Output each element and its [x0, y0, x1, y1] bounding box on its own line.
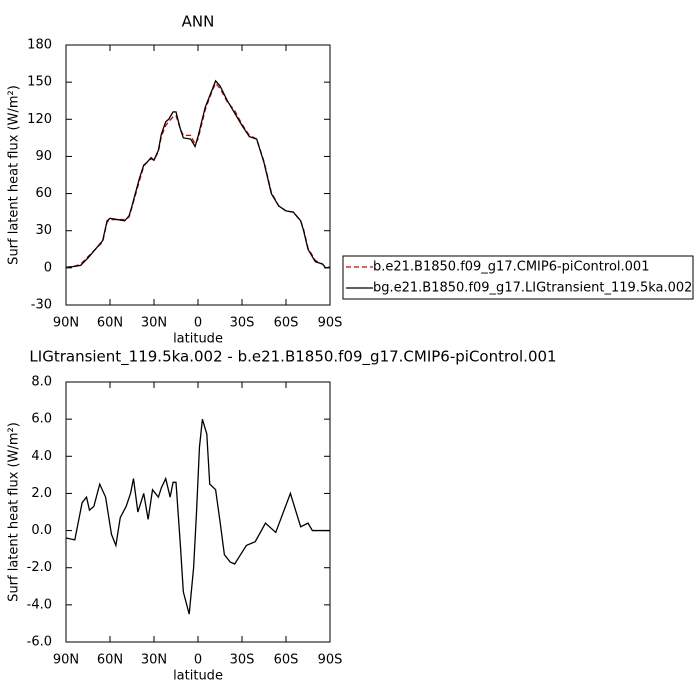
chart-title: LIGtransient_119.5ka.002 - b.e21.B1850.f…: [29, 348, 556, 367]
y-tick-label: -30: [31, 298, 52, 313]
x-tick-label: 90N: [53, 316, 79, 331]
y-tick-label: 30: [35, 223, 52, 238]
y-tick-label: 120: [27, 112, 52, 127]
x-tick-label: 30S: [230, 653, 255, 668]
y-tick-label: 4.0: [31, 449, 52, 464]
x-axis-label: latitude: [173, 669, 223, 684]
x-tick-label: 60S: [274, 653, 299, 668]
plot-frame: [65, 381, 331, 643]
y-tick-label: 2.0: [31, 486, 52, 501]
y-tick-label: 90: [35, 149, 52, 164]
chart-title: ANN: [182, 13, 215, 31]
x-axis-label: latitude: [173, 332, 223, 347]
y-tick-label: 6.0: [31, 412, 52, 427]
x-tick-label: 90S: [318, 316, 343, 331]
y-tick-label: 180: [27, 38, 52, 53]
legend-label: b.e21.B1850.f09_g17.CMIP6-piControl.001: [373, 260, 649, 275]
data-line: [65, 82, 331, 269]
y-tick-label: 60: [35, 186, 52, 201]
x-tick-label: 0: [194, 316, 202, 331]
x-tick-label: 30S: [230, 316, 255, 331]
x-tick-label: 60N: [97, 653, 123, 668]
y-tick-label: 0: [44, 260, 52, 275]
y-axis-label: Surf latent heat flux (W/m²): [7, 422, 22, 602]
x-tick-label: 0: [194, 653, 202, 668]
x-tick-label: 90N: [53, 653, 79, 668]
y-tick-label: 150: [27, 75, 52, 90]
x-tick-label: 90S: [318, 653, 343, 668]
legend-label: bg.e21.B1850.f09_g17.LIGtransient_119.5k…: [373, 281, 692, 296]
y-tick-label: -6.0: [27, 635, 52, 650]
y-tick-label: -2.0: [27, 560, 52, 575]
plot-frame: [65, 44, 331, 306]
x-tick-label: 60N: [97, 316, 123, 331]
x-tick-label: 30N: [141, 653, 167, 668]
data-line: [65, 79, 331, 269]
x-tick-label: 60S: [274, 316, 299, 331]
y-axis-label: Surf latent heat flux (W/m²): [7, 85, 22, 265]
data-line: [65, 418, 330, 615]
y-tick-label: -4.0: [27, 597, 52, 612]
y-tick-label: 8.0: [31, 375, 52, 390]
y-tick-label: 0.0: [31, 523, 52, 538]
x-tick-label: 30N: [141, 316, 167, 331]
legend-box: [342, 255, 694, 300]
